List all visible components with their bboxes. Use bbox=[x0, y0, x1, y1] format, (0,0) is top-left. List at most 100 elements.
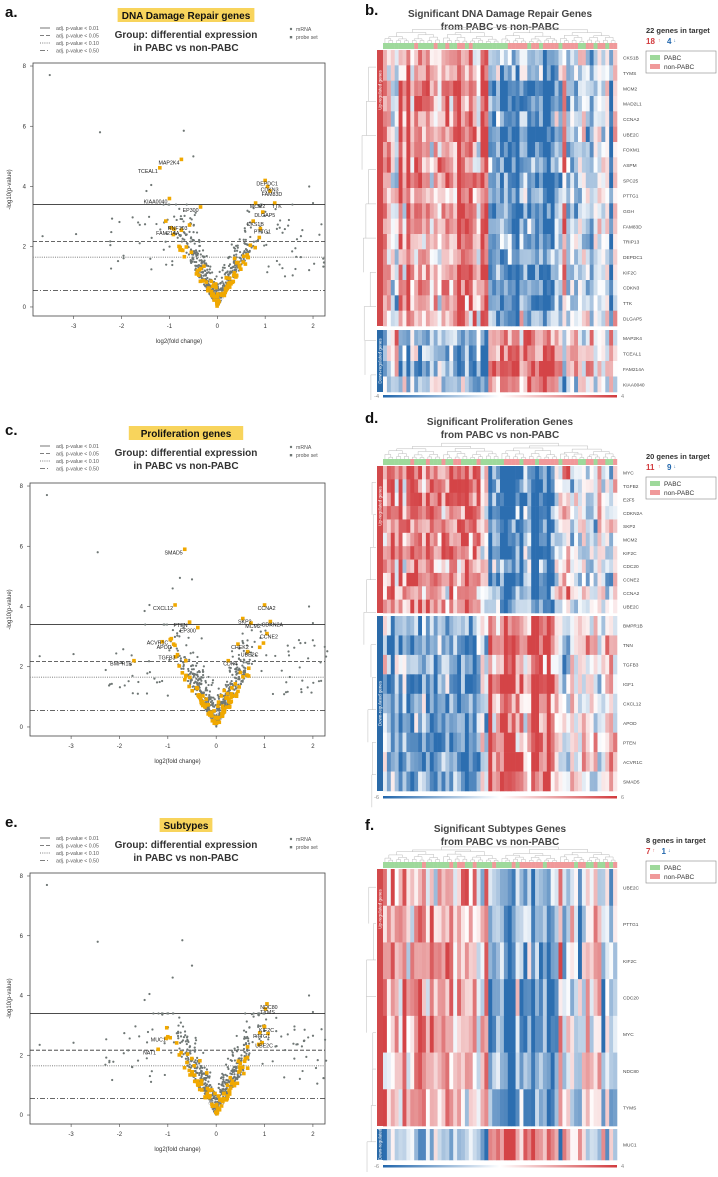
heatmap-cell bbox=[477, 330, 481, 346]
mrna-point bbox=[219, 1091, 221, 1093]
heatmap-cell bbox=[566, 655, 570, 675]
heatmap-cell bbox=[481, 560, 485, 574]
heatmap-cell bbox=[449, 616, 453, 636]
heatmap-cell bbox=[512, 311, 516, 327]
sample-group-annotation bbox=[430, 43, 434, 49]
mrna-point bbox=[320, 223, 322, 225]
heatmap-cell bbox=[566, 234, 570, 250]
heatmap-cell bbox=[406, 533, 410, 547]
heatmap-cell bbox=[473, 573, 477, 587]
heatmap-cell bbox=[582, 81, 586, 97]
heatmap-cell bbox=[426, 479, 430, 493]
heatmap-cell bbox=[590, 127, 594, 143]
heatmap-cell bbox=[488, 466, 492, 480]
heatmap-cell bbox=[383, 127, 387, 143]
mrna-point bbox=[233, 1069, 235, 1071]
heatmap-cell bbox=[438, 111, 442, 127]
heatmap-cell bbox=[531, 616, 535, 636]
mrna-point bbox=[206, 255, 208, 257]
heatmap-cell bbox=[570, 96, 574, 112]
heatmap-cell bbox=[496, 65, 500, 81]
mrna-point bbox=[284, 228, 286, 230]
mrna-point bbox=[246, 1020, 248, 1022]
heatmap-cell bbox=[551, 493, 555, 507]
probe-set-point bbox=[219, 694, 223, 698]
sample-group-annotation bbox=[426, 459, 430, 465]
heatmap-cell bbox=[492, 560, 496, 574]
heatmap-cell bbox=[387, 203, 391, 219]
heatmap-cell bbox=[551, 361, 555, 377]
heatmap-cell bbox=[504, 127, 508, 143]
mrna-point bbox=[221, 280, 223, 282]
heatmap-cell bbox=[594, 560, 598, 574]
heatmap-cell bbox=[543, 188, 547, 204]
heatmap-cell bbox=[551, 157, 555, 173]
heatmap-cell bbox=[442, 219, 446, 235]
heatmap-cell bbox=[496, 377, 500, 393]
heatmap-cell bbox=[609, 506, 613, 520]
heatmap-cell bbox=[547, 249, 551, 265]
heatmap-cell bbox=[605, 586, 609, 600]
mrna-point bbox=[228, 265, 230, 267]
heatmap-cell bbox=[504, 157, 508, 173]
heatmap-cell bbox=[520, 466, 524, 480]
heatmap-cell bbox=[434, 694, 438, 714]
heatmap-cell bbox=[496, 616, 500, 636]
heatmap-cell bbox=[453, 219, 457, 235]
gene-row-label: DLGAP5 bbox=[623, 316, 642, 322]
legend-mrna-marker bbox=[290, 838, 292, 840]
heatmap-cell bbox=[555, 157, 559, 173]
heatmap-cell bbox=[473, 560, 477, 574]
heatmap-cell bbox=[516, 295, 520, 311]
heatmap-cell bbox=[559, 280, 563, 296]
heatmap-cell bbox=[570, 519, 574, 533]
gene-row-label: PTTG1 bbox=[623, 194, 639, 200]
heatmap-cell bbox=[465, 752, 469, 772]
heatmap-cell bbox=[395, 65, 399, 81]
probe-set-point bbox=[242, 254, 246, 258]
heatmap-cell bbox=[465, 546, 469, 560]
heatmap-cell bbox=[559, 50, 563, 66]
heatmap-cell bbox=[457, 493, 461, 507]
heatmap-cell bbox=[383, 733, 387, 753]
mrna-point bbox=[175, 203, 177, 205]
heatmap-cell bbox=[520, 752, 524, 772]
heatmap-cell bbox=[566, 519, 570, 533]
heatmap-cell bbox=[551, 219, 555, 235]
mrna-point bbox=[164, 241, 166, 243]
x-tick-label: -1 bbox=[167, 324, 173, 330]
heatmap-cell bbox=[426, 377, 430, 393]
heatmap-cell bbox=[508, 142, 512, 158]
heatmap-cell bbox=[406, 188, 410, 204]
heatmap-cell bbox=[594, 466, 598, 480]
heatmap-cell bbox=[426, 280, 430, 296]
heatmap-cell bbox=[457, 713, 461, 733]
heatmap-cell bbox=[601, 713, 605, 733]
heatmap-cell bbox=[508, 249, 512, 265]
gene-label: EP300 bbox=[180, 629, 196, 635]
mrna-point bbox=[168, 203, 170, 205]
heatmap-cell bbox=[531, 330, 535, 346]
heatmap-cell bbox=[594, 203, 598, 219]
heatmap-cell bbox=[547, 752, 551, 772]
heatmap-cell bbox=[570, 265, 574, 281]
dendrogram-branch bbox=[455, 40, 459, 43]
x-tick-label: 0 bbox=[215, 744, 219, 750]
heatmap-cell bbox=[500, 546, 504, 560]
heatmap-cell bbox=[508, 586, 512, 600]
heatmap-cell bbox=[547, 694, 551, 714]
mrna-point bbox=[229, 683, 231, 685]
heatmap-cell bbox=[566, 311, 570, 327]
dendrogram-branch bbox=[373, 515, 376, 548]
heatmap-cell bbox=[562, 361, 566, 377]
heatmap-cell bbox=[531, 466, 535, 480]
heatmap-cell bbox=[508, 533, 512, 547]
heatmap-cell bbox=[578, 533, 582, 547]
heatmap-cell bbox=[399, 234, 403, 250]
heatmap-cell bbox=[605, 157, 609, 173]
heatmap-cell bbox=[543, 752, 547, 772]
heatmap-cell bbox=[555, 234, 559, 250]
heatmap-cell bbox=[539, 203, 543, 219]
mrna-point bbox=[191, 218, 193, 220]
column-dendrogram bbox=[385, 443, 615, 459]
